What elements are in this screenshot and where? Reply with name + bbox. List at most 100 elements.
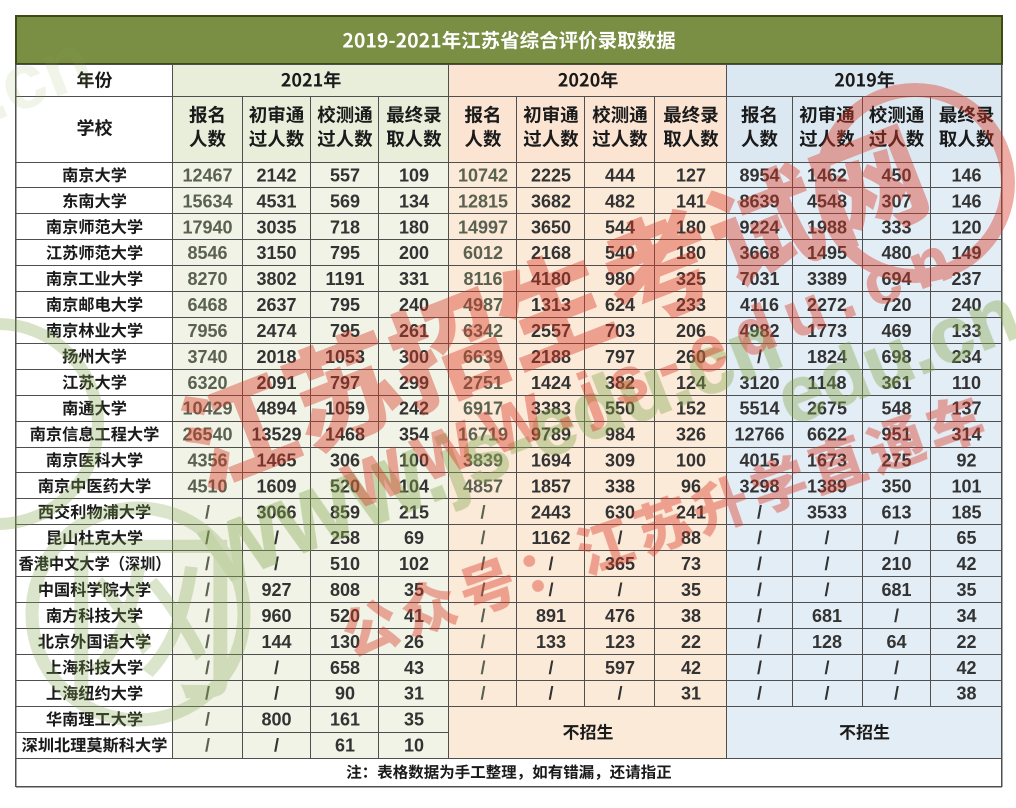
svg-text:2474: 2474: [256, 321, 296, 341]
svg-text:1162: 1162: [531, 528, 570, 548]
svg-text:361: 361: [881, 373, 911, 393]
svg-text:/: /: [757, 684, 762, 704]
svg-text:3035: 3035: [256, 217, 296, 237]
svg-text:/: /: [617, 580, 622, 600]
svg-text:109: 109: [399, 166, 429, 186]
svg-text:698: 698: [881, 347, 911, 367]
svg-text:133: 133: [536, 632, 566, 652]
svg-text:450: 450: [881, 166, 911, 186]
svg-text:5514: 5514: [739, 399, 779, 419]
svg-text:234: 234: [951, 347, 981, 367]
svg-text:3668: 3668: [739, 243, 779, 263]
svg-text:/: /: [757, 502, 762, 522]
svg-text:/: /: [205, 554, 210, 574]
svg-text:4015: 4015: [739, 451, 779, 471]
svg-text:141: 141: [676, 191, 706, 211]
svg-text:92: 92: [956, 451, 976, 471]
svg-text:354: 354: [399, 425, 429, 445]
svg-text:4987: 4987: [463, 295, 503, 315]
svg-text:240: 240: [399, 295, 429, 315]
svg-text:6342: 6342: [463, 321, 503, 341]
svg-text:237: 237: [951, 269, 981, 289]
svg-text:261: 261: [399, 321, 429, 341]
svg-text:17940: 17940: [182, 217, 232, 237]
svg-text:/: /: [757, 580, 762, 600]
svg-text:4116: 4116: [740, 295, 779, 315]
svg-text:658: 658: [330, 658, 360, 678]
svg-text:2225: 2225: [531, 166, 571, 186]
svg-text:/: /: [824, 554, 829, 574]
svg-text:314: 314: [951, 425, 981, 445]
svg-text:2272: 2272: [807, 295, 847, 315]
svg-text:12766: 12766: [734, 425, 784, 445]
svg-text:38: 38: [681, 606, 701, 626]
svg-text:382: 382: [605, 373, 635, 393]
svg-text:/: /: [824, 658, 829, 678]
svg-text:/: /: [757, 528, 762, 548]
svg-text:/: /: [894, 528, 899, 548]
svg-text:31: 31: [681, 684, 701, 704]
svg-text:/: /: [617, 684, 622, 704]
svg-text:520: 520: [330, 606, 360, 626]
svg-text:12815: 12815: [458, 191, 508, 211]
svg-text:681: 681: [812, 606, 842, 626]
svg-text:476: 476: [605, 606, 635, 626]
svg-text:100: 100: [676, 451, 706, 471]
svg-text:/: /: [480, 606, 485, 626]
svg-text:1059: 1059: [325, 399, 365, 419]
svg-text:/: /: [205, 710, 210, 730]
svg-text:3298: 3298: [739, 476, 779, 496]
svg-text:4982: 4982: [739, 321, 779, 341]
svg-text:1988: 1988: [807, 217, 847, 237]
svg-text:1191: 1191: [325, 269, 364, 289]
svg-text:6622: 6622: [807, 425, 847, 445]
svg-text:299: 299: [399, 373, 429, 393]
svg-text:/: /: [274, 736, 279, 756]
svg-text:3066: 3066: [256, 502, 296, 522]
svg-text:12467: 12467: [182, 166, 232, 186]
svg-text:2018: 2018: [256, 347, 296, 367]
svg-text:6320: 6320: [187, 373, 227, 393]
svg-text:/: /: [617, 528, 622, 548]
svg-text:469: 469: [881, 321, 911, 341]
svg-text:102: 102: [399, 554, 429, 574]
svg-text:/: /: [274, 658, 279, 678]
svg-text:/: /: [824, 580, 829, 600]
svg-text:859: 859: [330, 502, 360, 522]
svg-text:14997: 14997: [458, 217, 508, 237]
svg-text:9224: 9224: [739, 217, 779, 237]
svg-text:1673: 1673: [807, 451, 847, 471]
svg-text:128: 128: [812, 632, 842, 652]
svg-text:185: 185: [951, 502, 981, 522]
svg-text:597: 597: [605, 658, 635, 678]
svg-text:/: /: [480, 658, 485, 678]
svg-text:1857: 1857: [531, 476, 571, 496]
svg-text:/: /: [480, 554, 485, 574]
svg-text:4356: 4356: [187, 451, 227, 471]
svg-text:350: 350: [881, 476, 911, 496]
svg-text:/: /: [757, 554, 762, 574]
svg-text:/: /: [824, 528, 829, 548]
svg-text:2557: 2557: [531, 321, 571, 341]
svg-text:26540: 26540: [182, 425, 232, 445]
svg-text:3383: 3383: [531, 399, 571, 419]
svg-text:480: 480: [881, 243, 911, 263]
svg-text:149: 149: [951, 243, 981, 263]
svg-text:1424: 1424: [531, 373, 571, 393]
svg-text:797: 797: [330, 373, 360, 393]
svg-text:133: 133: [951, 321, 981, 341]
svg-text:2675: 2675: [807, 399, 847, 419]
svg-text:258: 258: [330, 528, 360, 548]
svg-text:3533: 3533: [807, 502, 847, 522]
svg-text:544: 544: [605, 217, 635, 237]
svg-text:951: 951: [881, 425, 911, 445]
svg-text:548: 548: [881, 399, 911, 419]
svg-text:3682: 3682: [531, 191, 571, 211]
svg-text:/: /: [205, 606, 210, 626]
svg-text:35: 35: [404, 710, 424, 730]
svg-text:/: /: [205, 658, 210, 678]
svg-text:96: 96: [681, 476, 701, 496]
svg-text:703: 703: [605, 321, 635, 341]
svg-text:4531: 4531: [256, 191, 296, 211]
svg-text:307: 307: [881, 191, 911, 211]
